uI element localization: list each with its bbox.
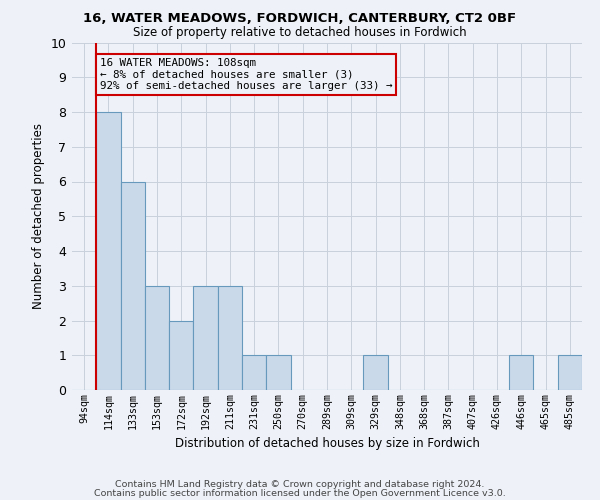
Bar xyxy=(193,286,218,390)
Bar xyxy=(121,182,145,390)
Text: Size of property relative to detached houses in Fordwich: Size of property relative to detached ho… xyxy=(133,26,467,39)
Bar xyxy=(145,286,169,390)
Bar xyxy=(218,286,242,390)
Y-axis label: Number of detached properties: Number of detached properties xyxy=(32,123,45,309)
Text: Contains public sector information licensed under the Open Government Licence v3: Contains public sector information licen… xyxy=(94,490,506,498)
Bar xyxy=(558,355,582,390)
Bar xyxy=(266,355,290,390)
Text: 16 WATER MEADOWS: 108sqm
← 8% of detached houses are smaller (3)
92% of semi-det: 16 WATER MEADOWS: 108sqm ← 8% of detache… xyxy=(100,58,392,92)
Bar xyxy=(509,355,533,390)
Text: Contains HM Land Registry data © Crown copyright and database right 2024.: Contains HM Land Registry data © Crown c… xyxy=(115,480,485,489)
Bar xyxy=(96,112,121,390)
Bar xyxy=(364,355,388,390)
X-axis label: Distribution of detached houses by size in Fordwich: Distribution of detached houses by size … xyxy=(175,437,479,450)
Bar xyxy=(169,320,193,390)
Bar xyxy=(242,355,266,390)
Text: 16, WATER MEADOWS, FORDWICH, CANTERBURY, CT2 0BF: 16, WATER MEADOWS, FORDWICH, CANTERBURY,… xyxy=(83,12,517,26)
